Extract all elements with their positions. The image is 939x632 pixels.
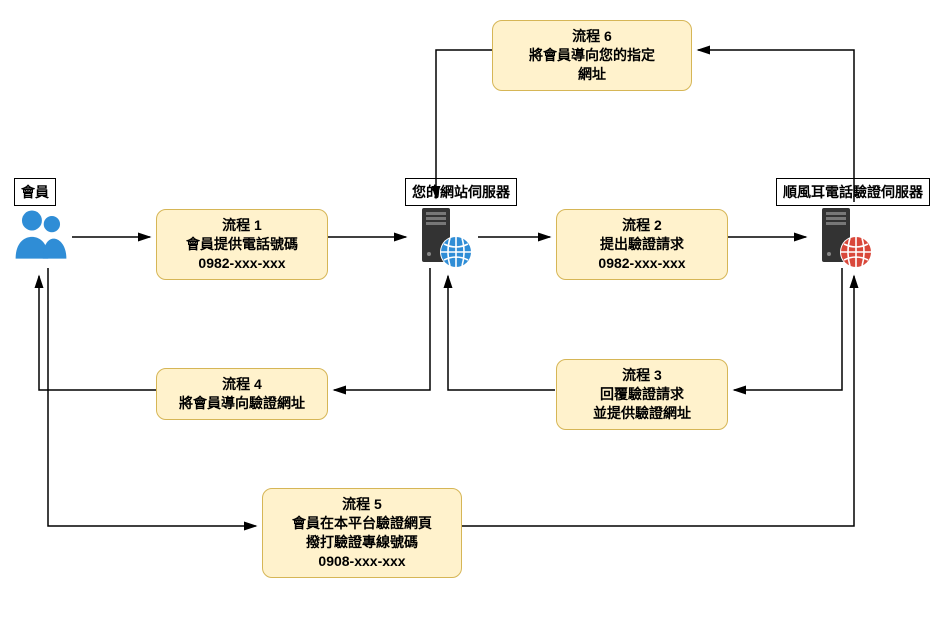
verify-server-icon xyxy=(812,206,876,275)
step-4-box: 流程 4 將會員導向驗證網址 xyxy=(156,368,328,420)
step-4-line1: 將會員導向驗證網址 xyxy=(179,394,305,413)
step-3-title: 流程 3 xyxy=(622,366,662,385)
step-6-line1: 將會員導向您的指定 xyxy=(529,46,655,65)
step-3-line2: 並提供驗證網址 xyxy=(593,404,691,423)
step-3-box: 流程 3 回覆驗證請求 並提供驗證網址 xyxy=(556,359,728,430)
arrow-s2-to-verify xyxy=(728,232,818,242)
step-5-line2: 撥打驗證專線號碼 xyxy=(306,533,418,552)
arrow-server-to-s2 xyxy=(478,232,562,242)
step-5-title: 流程 5 xyxy=(342,495,382,514)
your-server-icon xyxy=(412,206,476,275)
step-6-title: 流程 6 xyxy=(572,27,612,46)
step-1-line1: 會員提供電話號碼 xyxy=(186,235,298,254)
step-2-line2: 0982-xxx-xxx xyxy=(598,254,685,273)
step-5-line1: 會員在本平台驗證網頁 xyxy=(292,514,432,533)
step-5-line3: 0908-xxx-xxx xyxy=(318,552,405,571)
step-5-box: 流程 5 會員在本平台驗證網頁 撥打驗證專線號碼 0908-xxx-xxx xyxy=(262,488,462,578)
step-1-line2: 0982-xxx-xxx xyxy=(198,254,285,273)
member-label: 會員 xyxy=(14,178,56,206)
arrow-verify-to-s3 xyxy=(726,268,856,398)
arrow-member-to-s1 xyxy=(72,232,162,242)
step-6-box: 流程 6 將會員導向您的指定 網址 xyxy=(492,20,692,91)
member-icon xyxy=(12,206,70,269)
step-6-line2: 網址 xyxy=(578,65,606,84)
arrow-server-to-s4 xyxy=(326,268,436,398)
step-2-box: 流程 2 提出驗證請求 0982-xxx-xxx xyxy=(556,209,728,280)
step-3-line1: 回覆驗證請求 xyxy=(600,385,684,404)
verify-server-label: 順風耳電話驗證伺服器 xyxy=(776,178,930,206)
your-server-label: 您的網站伺服器 xyxy=(405,178,517,206)
step-2-title: 流程 2 xyxy=(622,216,662,235)
step-1-title: 流程 1 xyxy=(222,216,262,235)
arrow-s1-to-server xyxy=(328,232,418,242)
step-2-line1: 提出驗證請求 xyxy=(600,235,684,254)
arrow-s3-to-server xyxy=(445,268,565,398)
step-1-box: 流程 1 會員提供電話號碼 0982-xxx-xxx xyxy=(156,209,328,280)
step-4-title: 流程 4 xyxy=(222,375,262,394)
arrow-s4-to-member xyxy=(36,268,164,398)
